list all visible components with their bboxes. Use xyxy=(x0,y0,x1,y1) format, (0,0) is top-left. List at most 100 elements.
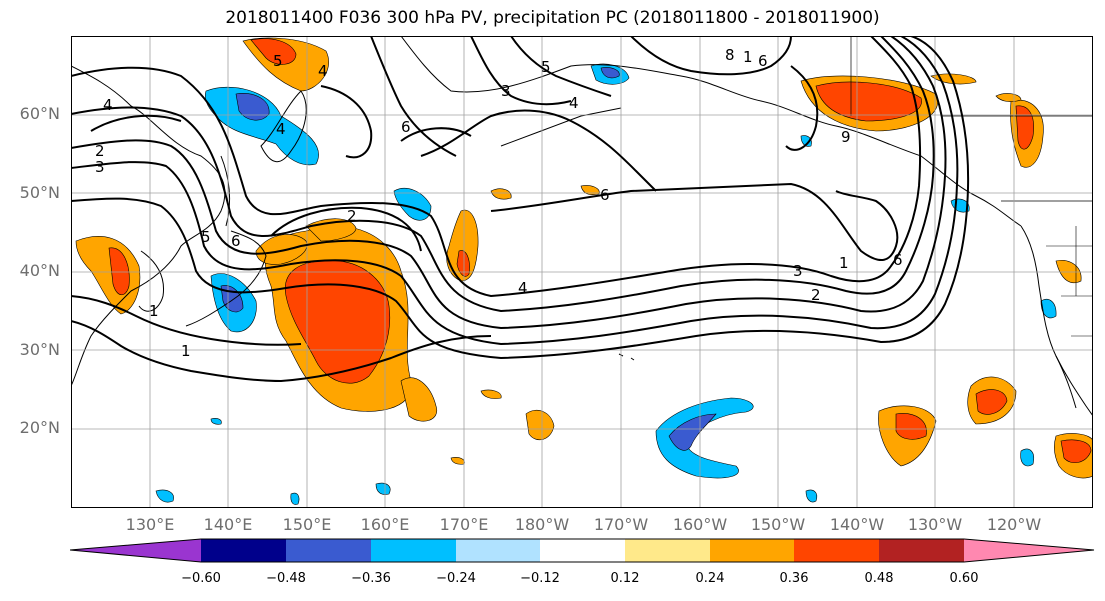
border-states xyxy=(1046,226,1093,337)
lat-label: 30°N xyxy=(19,340,60,359)
lat-label: 20°N xyxy=(19,418,60,437)
pv-contour xyxy=(370,36,457,157)
lat-label: 40°N xyxy=(19,261,60,280)
colorbar xyxy=(70,538,1095,563)
colorbar-segment xyxy=(625,539,710,562)
colorbar-segment xyxy=(540,539,625,562)
precip-blob xyxy=(800,135,812,147)
colorbar-tick-label: −0.36 xyxy=(351,571,391,586)
contour-label: 4 xyxy=(569,94,579,112)
lon-label: 140°W xyxy=(829,515,885,534)
precip-blob xyxy=(895,413,927,440)
contour-label: 3 xyxy=(793,262,803,280)
map-title: 2018011400 F036 300 hPa PV, precipitatio… xyxy=(225,8,880,28)
contour-label: 5 xyxy=(201,228,211,246)
lon-label: 130°E xyxy=(125,515,175,534)
lon-label: 180°W xyxy=(514,515,570,534)
pv-contour xyxy=(490,182,899,261)
colorbar-outline xyxy=(70,538,1095,563)
precip-blob xyxy=(108,247,130,296)
precip-blob xyxy=(490,188,512,200)
map-frame xyxy=(71,36,1093,508)
contour-label: 2 xyxy=(347,207,357,225)
precip-blob xyxy=(210,418,222,425)
contour-label: 5 xyxy=(273,52,283,70)
contour-label: 8 xyxy=(725,46,735,64)
precip-blob xyxy=(1055,260,1082,284)
precip-blob xyxy=(1015,105,1034,150)
contour-label: 4 xyxy=(103,96,113,114)
pv-contour xyxy=(71,36,970,360)
precip-blob xyxy=(393,187,432,221)
contour-label: 1 xyxy=(181,342,191,360)
lon-label: 150°E xyxy=(282,515,332,534)
precip-blob xyxy=(815,81,922,122)
pv-contour xyxy=(270,206,422,252)
colorbar-tick-label: 0.36 xyxy=(779,571,809,586)
precip-blob xyxy=(250,38,297,65)
pv-contour xyxy=(630,36,792,76)
contour-label: 6 xyxy=(231,232,241,250)
precip-blob xyxy=(375,482,391,495)
precip-blob xyxy=(456,250,470,277)
precip-blob xyxy=(255,234,308,265)
colorbar-tick-label: 0.48 xyxy=(864,571,894,586)
contour-label: 2 xyxy=(95,142,105,160)
colorbar-segment xyxy=(456,539,540,562)
lon-label: 160°E xyxy=(360,515,410,534)
coastline-aleutians xyxy=(500,107,622,147)
map-panel: 4 2 3 4 5 4 3 5 4 8 1 6 6 2 6 1 1 4 3 2 … xyxy=(71,36,1093,508)
pv-contour xyxy=(90,114,182,132)
coastline-kamchatka xyxy=(260,90,307,163)
contour-label: 5 xyxy=(541,58,551,76)
pv-contour xyxy=(510,36,612,97)
colorbar-segment xyxy=(710,539,794,562)
coastline-japan xyxy=(185,230,267,327)
contour-label: 3 xyxy=(501,82,511,100)
precip-blob xyxy=(668,413,717,451)
pv-contour xyxy=(470,36,572,106)
precip-blob xyxy=(525,410,555,441)
precip-blob xyxy=(290,492,300,505)
coastline-baja xyxy=(1055,355,1077,409)
precip-blob xyxy=(1020,448,1034,467)
pv-contour xyxy=(420,109,657,192)
lon-label: 140°E xyxy=(203,515,253,534)
pv-contour xyxy=(785,65,819,151)
contour-label: 6 xyxy=(758,52,768,70)
pv-contour xyxy=(400,127,472,142)
contour-label: 1 xyxy=(149,302,159,320)
contour-label: 3 xyxy=(95,158,105,176)
lon-label: 150°W xyxy=(750,515,806,534)
lon-label: 120°W xyxy=(986,515,1042,534)
precip-blob xyxy=(995,93,1022,102)
colorbar-tick-label: −0.48 xyxy=(266,571,306,586)
contour-label: 1 xyxy=(839,254,849,272)
colorbar-segment xyxy=(371,539,456,562)
precip-blob xyxy=(975,389,1008,415)
precip-blob xyxy=(235,93,270,121)
contour-label: 2 xyxy=(811,286,821,304)
colorbar-segment xyxy=(794,539,879,562)
coastline-na-west xyxy=(1020,225,1093,417)
contour-label: 6 xyxy=(600,186,610,204)
precip-blob xyxy=(75,236,141,315)
pv-contours xyxy=(71,36,970,383)
pv-contour xyxy=(320,85,373,159)
precip-blob xyxy=(450,457,465,465)
lat-label: 60°N xyxy=(19,104,60,123)
colorbar-tick-label: 0.60 xyxy=(949,571,979,586)
colorbar-tick-label: −0.12 xyxy=(520,571,560,586)
coastline-alaska xyxy=(400,36,1022,227)
precip-blob xyxy=(580,185,600,196)
contour-labels: 4 2 3 4 5 4 3 5 4 8 1 6 6 2 6 1 1 4 3 2 … xyxy=(95,46,903,360)
colorbar-segment xyxy=(70,539,201,562)
pv-contour xyxy=(71,320,492,383)
lat-label: 50°N xyxy=(19,183,60,202)
colorbar-segment xyxy=(964,539,1094,562)
contour-label: 4 xyxy=(518,279,528,297)
pv-contour xyxy=(71,36,922,298)
precip-blob xyxy=(600,67,620,79)
precip-blob xyxy=(805,489,818,503)
precip-blob xyxy=(1060,439,1092,464)
